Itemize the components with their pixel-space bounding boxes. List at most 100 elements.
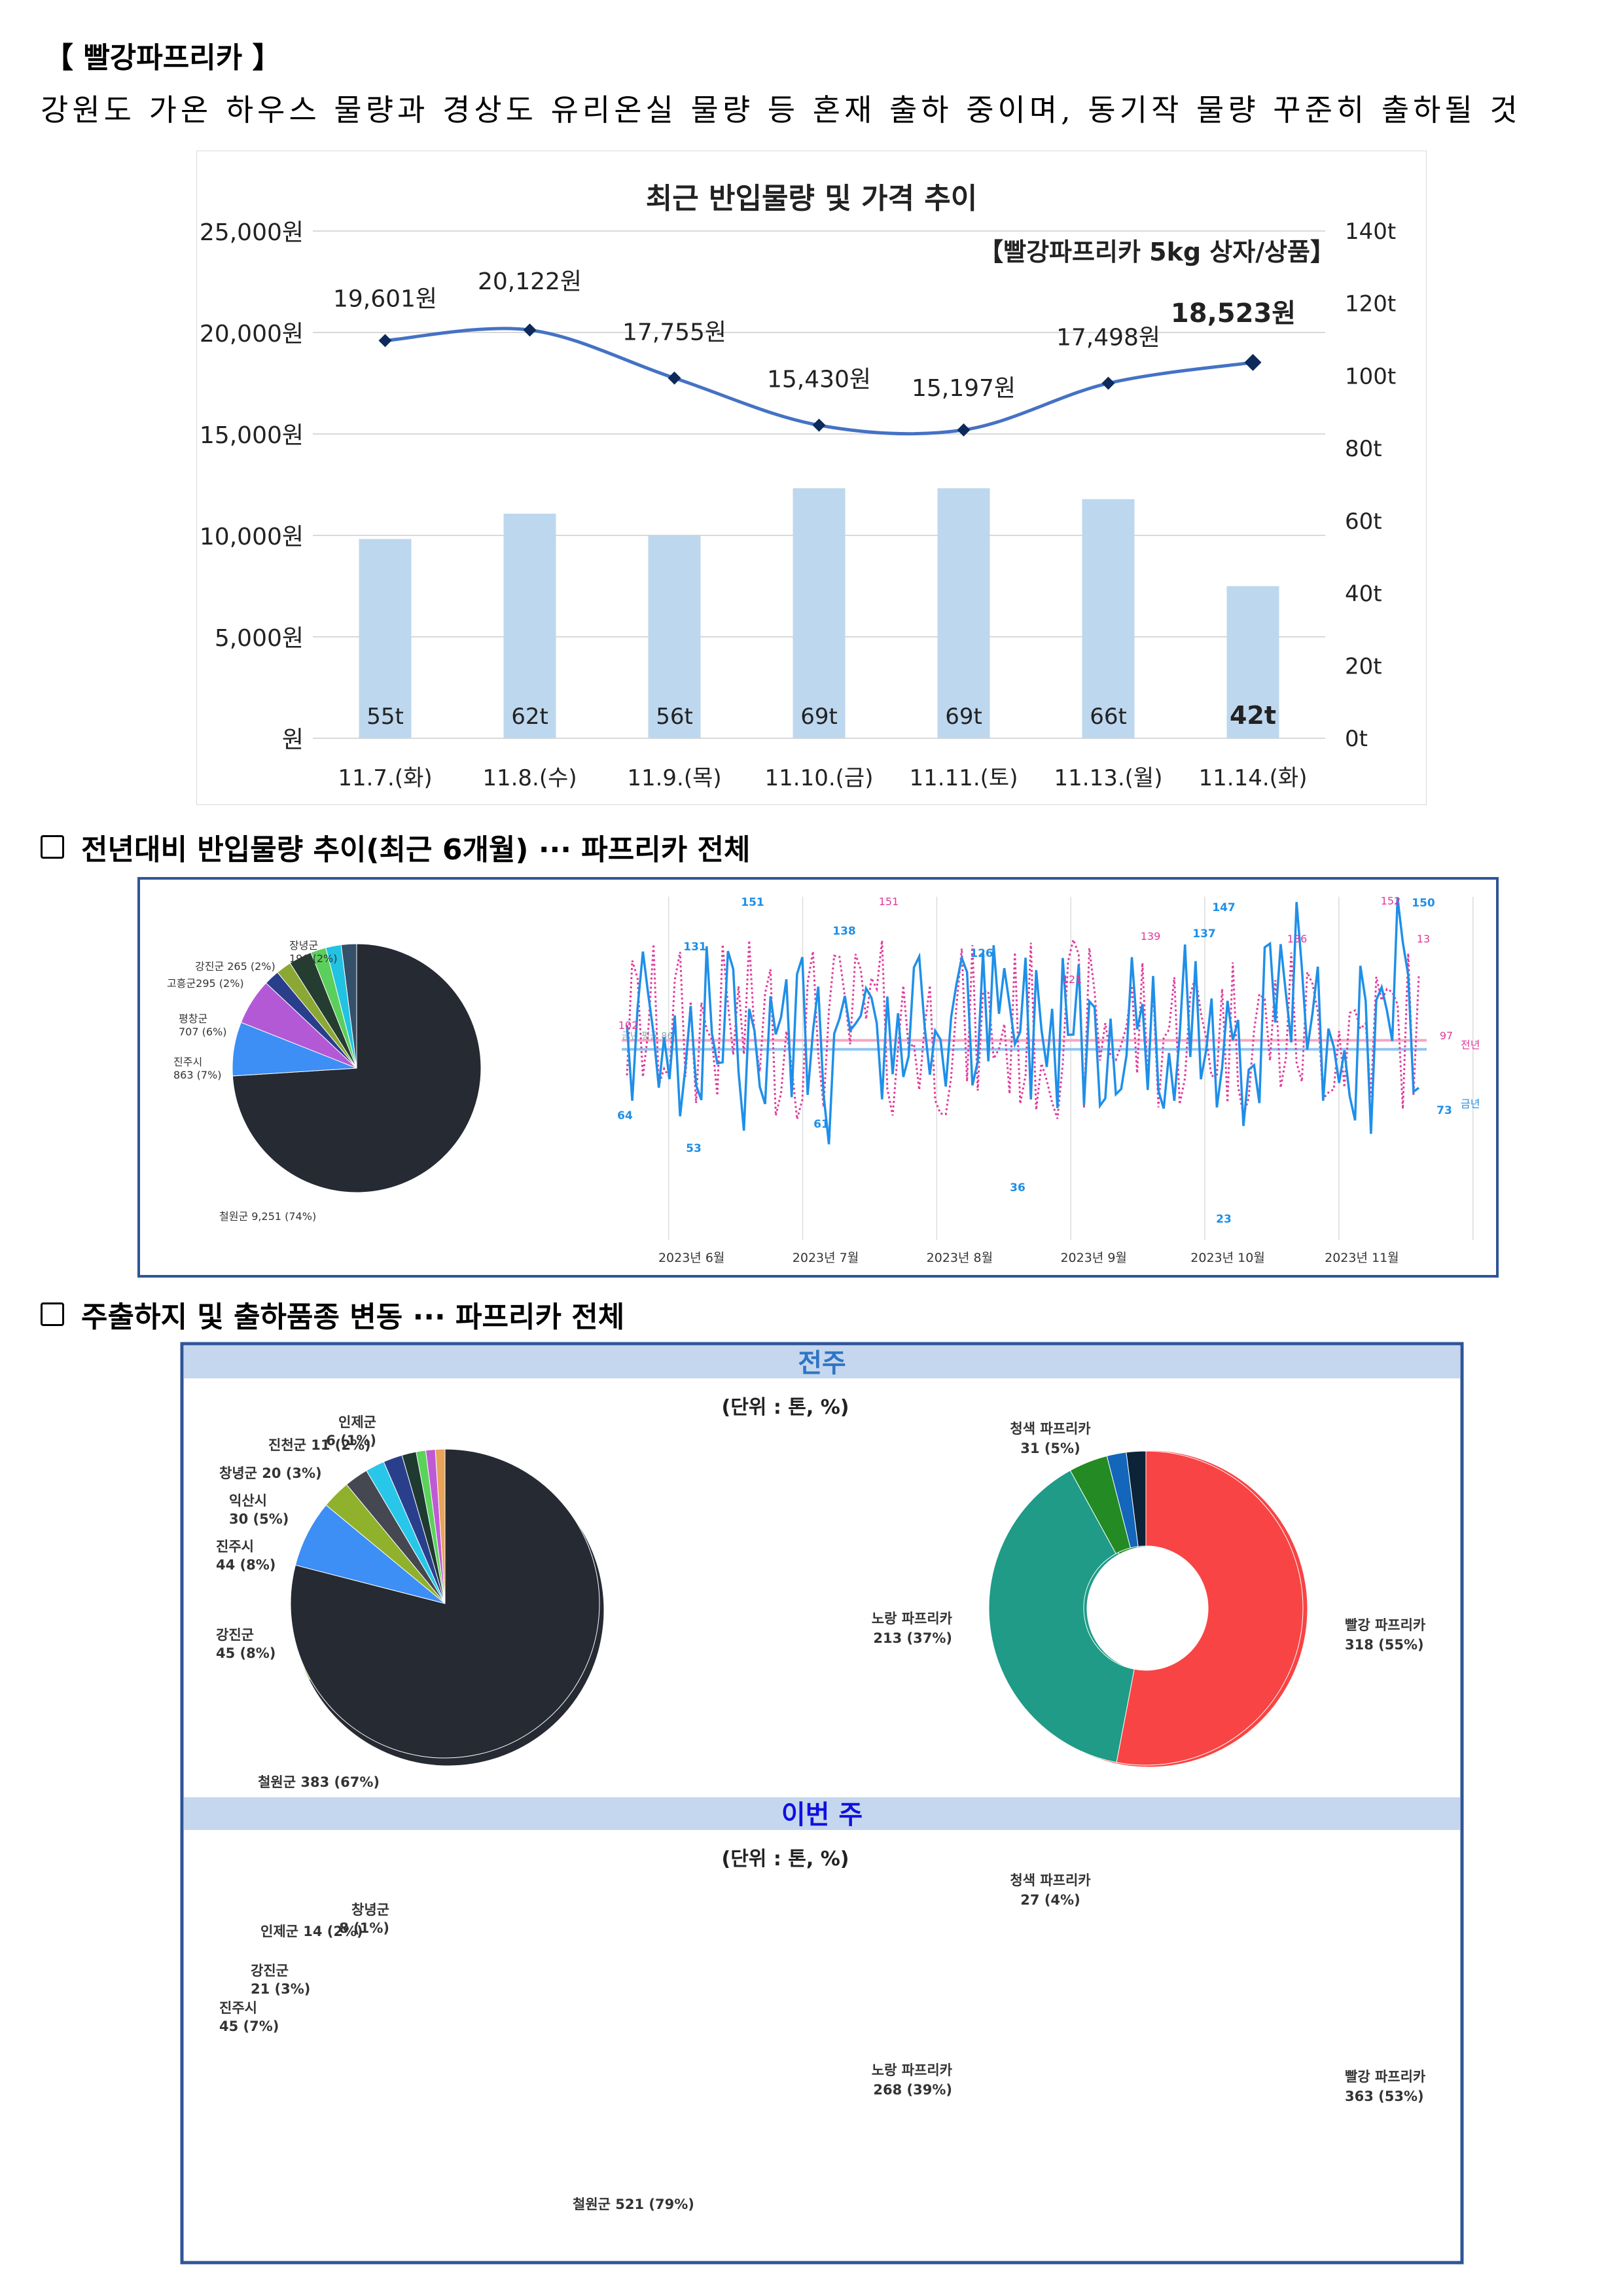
average-label: 금년 평균 86 <box>622 1031 673 1042</box>
price-marker <box>668 371 681 385</box>
section-2-label: 주출하지 및 출하품종 변동 ··· 파프리카 전체 <box>81 1300 625 1334</box>
price-marker <box>812 418 826 432</box>
price-marker <box>378 334 392 348</box>
price-data-label: 15,197원 <box>912 375 1016 402</box>
y-left-tick-label: 20,000원 <box>200 321 304 348</box>
region-slice <box>294 1504 446 1604</box>
volume-bar <box>359 539 412 738</box>
region-slice <box>340 943 357 1069</box>
panel-header-band <box>184 1346 1460 1378</box>
x-tick-label: 11.14.(화) <box>1199 765 1308 791</box>
bar-data-label: 66t <box>1090 704 1127 730</box>
current-value-annotation: 131 <box>683 941 707 954</box>
document-title: 【 빨강파프리카 】 <box>45 41 281 75</box>
region-slice-label: 강진군 21 (3%) <box>251 1963 310 1997</box>
current-value-annotation: 53 <box>686 1142 702 1155</box>
variety-slice-label: 빨강 파프리카 363 (53%) <box>1345 2069 1426 2104</box>
x-tick-label: 11.7.(화) <box>338 765 432 791</box>
current-value-annotation: 61 <box>813 1118 829 1131</box>
x-tick-label: 2023년 6월 <box>658 1251 724 1265</box>
y-right-tick-label: 120t <box>1345 291 1396 317</box>
price-data-label: 17,755원 <box>622 319 726 346</box>
checkbox-icon <box>41 835 64 859</box>
variety-slice-label: 청색 파프리카 31 (5%) <box>1010 1421 1091 1456</box>
current-value-annotation: 138 <box>832 925 856 938</box>
current-value-annotation: 73 <box>1436 1104 1452 1117</box>
current-value-annotation: 151 <box>741 896 764 909</box>
bar-data-label: 56t <box>656 704 693 730</box>
bar-data-label: 42t <box>1230 701 1276 730</box>
volume-bar <box>937 488 990 738</box>
section-1-label: 전년대비 반입물량 추이(최근 6개월) ··· 파프리카 전체 <box>81 833 751 867</box>
current-year-line <box>626 897 1420 1145</box>
previous-value-annotation: 13 <box>1417 933 1430 945</box>
y-left-tick-label: 원 <box>282 726 304 753</box>
region-slice-label: 강진군 265 (2%) <box>195 960 276 973</box>
bar-data-label: 69t <box>945 704 982 730</box>
region-slice-label: 진주시 863 (7%) <box>173 1056 222 1081</box>
legend-current: 금년 <box>1461 1098 1480 1110</box>
region-slice-label: 장녕군 196 (2%) <box>289 939 338 965</box>
previous-value-annotation: 97 <box>1440 1030 1453 1042</box>
region-slice-label: 철원군 9,251 (74%) <box>219 1210 316 1223</box>
chart-title: 최근 반입물량 및 가격 추이 <box>646 182 978 215</box>
region-slice-label: 진천군 11 (2%) <box>268 1437 371 1453</box>
variety-slice-label: 빨강 파프리카 318 (55%) <box>1345 1617 1426 1653</box>
variety-slice <box>1126 1450 1147 1547</box>
y-left-tick-label: 5,000원 <box>215 625 304 652</box>
region-slice-label: 평창군 707 (6%) <box>179 1013 227 1038</box>
volume-bar <box>1082 499 1135 738</box>
unit-label: (단위 : 톤, %) <box>721 1848 849 1871</box>
current-value-annotation: 126 <box>970 947 993 960</box>
variety-slice-label: 노랑 파프리카 213 (37%) <box>872 1611 953 1646</box>
price-data-label: 19,601원 <box>333 285 437 312</box>
region-slice-label: 인제군 14 (2%) <box>260 1924 363 1939</box>
y-right-tick-label: 40t <box>1345 581 1382 607</box>
region-slice-label: 창녕군 20 (3%) <box>219 1465 322 1481</box>
region-slice-label: 철원군 521 (79%) <box>573 2197 694 2212</box>
previous-value-annotation: 151 <box>879 895 899 908</box>
bar-data-label: 62t <box>511 704 548 730</box>
legend-previous: 전년 <box>1461 1039 1480 1051</box>
x-tick-label: 2023년 10월 <box>1190 1251 1265 1265</box>
current-value-annotation: 137 <box>1192 927 1216 941</box>
current-value-annotation: 147 <box>1212 901 1236 914</box>
x-tick-label: 11.10.(금) <box>765 765 874 791</box>
price-marker <box>1244 353 1262 371</box>
unit-label: (단위 : 톤, %) <box>721 1396 849 1419</box>
variety-slice <box>1116 1450 1304 1766</box>
panel-header: 전주 <box>798 1348 846 1378</box>
weekly-origin-variety-panel: 전주 (단위 : 톤, %) 철원군 383 (67%) 강진군 45 (8%) 진주시 4… <box>180 1342 1464 2265</box>
price-marker <box>523 323 537 337</box>
region-slice-label: 진주시 45 (7%) <box>219 2000 279 2034</box>
previous-value-annotation: 139 <box>1141 930 1161 942</box>
variety-slice-label: 노랑 파프리카 268 (39%) <box>872 2062 953 2098</box>
x-tick-label: 2023년 7월 <box>793 1251 859 1265</box>
y-right-tick-label: 80t <box>1345 436 1382 462</box>
y-left-tick-label: 15,000원 <box>200 422 304 449</box>
price-marker <box>1101 376 1115 390</box>
volume-bar <box>793 488 846 738</box>
volume-bar <box>503 513 556 738</box>
volume-bar <box>1226 586 1279 738</box>
region-slice-label: 고흥군295 (2%) <box>167 977 244 990</box>
document-subtitle: 강원도 가온 하우스 물량과 경상도 유리온실 물량 등 혼재 출하 중이며, … <box>41 92 1522 128</box>
previous-value-annotation: 102 <box>618 1019 639 1031</box>
y-right-tick-label: 0t <box>1345 726 1368 752</box>
region-slice <box>435 1448 446 1604</box>
price-marker <box>957 423 971 437</box>
price-data-label: 17,498원 <box>1056 325 1160 351</box>
x-tick-label: 11.11.(토) <box>910 765 1018 791</box>
x-tick-label: 2023년 11월 <box>1325 1251 1399 1265</box>
variety-slice <box>988 1470 1135 1763</box>
previous-value-annotation: 152 <box>1381 895 1401 907</box>
y-right-tick-label: 140t <box>1345 219 1396 245</box>
section-heading-2: 주출하지 및 출하품종 변동 ··· 파프리카 전체 <box>41 1293 624 1335</box>
previous-value-annotation: 121 <box>1062 973 1082 986</box>
price-volume-combo-chart: 최근 반입물량 및 가격 추이【빨강파프리카 5kg 상자/상품】 원 5,000원… <box>196 151 1427 805</box>
section-heading-1: 전년대비 반입물량 추이(최근 6개월) ··· 파프리카 전체 <box>41 826 751 868</box>
yearly-trend-panel: 철원군 9,251 (74%) 진주시 863 (7%) 평창군 707 (6%) 고흥군… <box>137 877 1499 1278</box>
bar-data-label: 55t <box>366 704 404 730</box>
region-slice-label: 진주시 44 (8%) <box>216 1539 276 1573</box>
x-tick-label: 2023년 9월 <box>1060 1251 1126 1265</box>
